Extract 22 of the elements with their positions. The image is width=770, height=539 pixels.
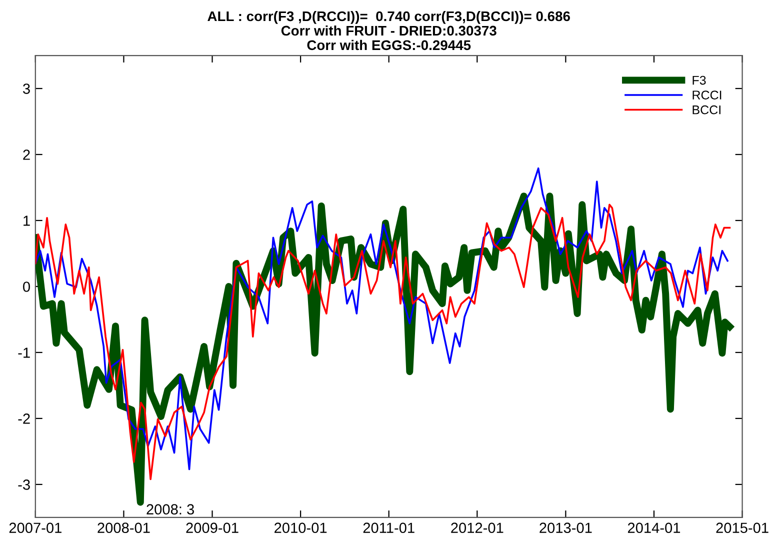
x-tick-label: 2010-01 xyxy=(274,522,327,534)
y-tick-label: 0 xyxy=(23,282,30,292)
x-tick-label: 2014-01 xyxy=(628,522,680,534)
y-tick-label: 2 xyxy=(23,150,30,160)
x-tick-label: 2013-01 xyxy=(540,522,592,534)
legend-label: RCCI xyxy=(692,90,722,100)
y-tick-label: 1 xyxy=(24,216,30,226)
chart-title: ALL : corr(F3 ,D(RCCI))= 0.740 corr(F3,D(BCCI))= 0.686 Corr with FRUIT - DRIED:0.30373 Corr with EGGS:-0.29445 xyxy=(208,10,570,50)
x-tick-label: 2009-01 xyxy=(186,522,238,534)
y-tick-label: -3 xyxy=(18,480,30,490)
x-tick-label: 2011-01 xyxy=(363,522,414,534)
x-tick-label: 2012-01 xyxy=(451,522,504,534)
x-tick-label: 2007-01 xyxy=(9,522,62,534)
x-tick-label: 2015-01 xyxy=(716,522,768,534)
y-tick-label: -2 xyxy=(18,414,30,424)
y-tick-label: -1 xyxy=(18,348,30,358)
y-tick-label: 3 xyxy=(23,84,30,94)
line-series xyxy=(35,167,728,470)
annotation: 2008: 3 xyxy=(146,504,194,515)
legend-label: F3 xyxy=(692,76,706,85)
legend-label: BCCI xyxy=(692,105,720,114)
x-tick-label: 2008-01 xyxy=(98,522,150,534)
